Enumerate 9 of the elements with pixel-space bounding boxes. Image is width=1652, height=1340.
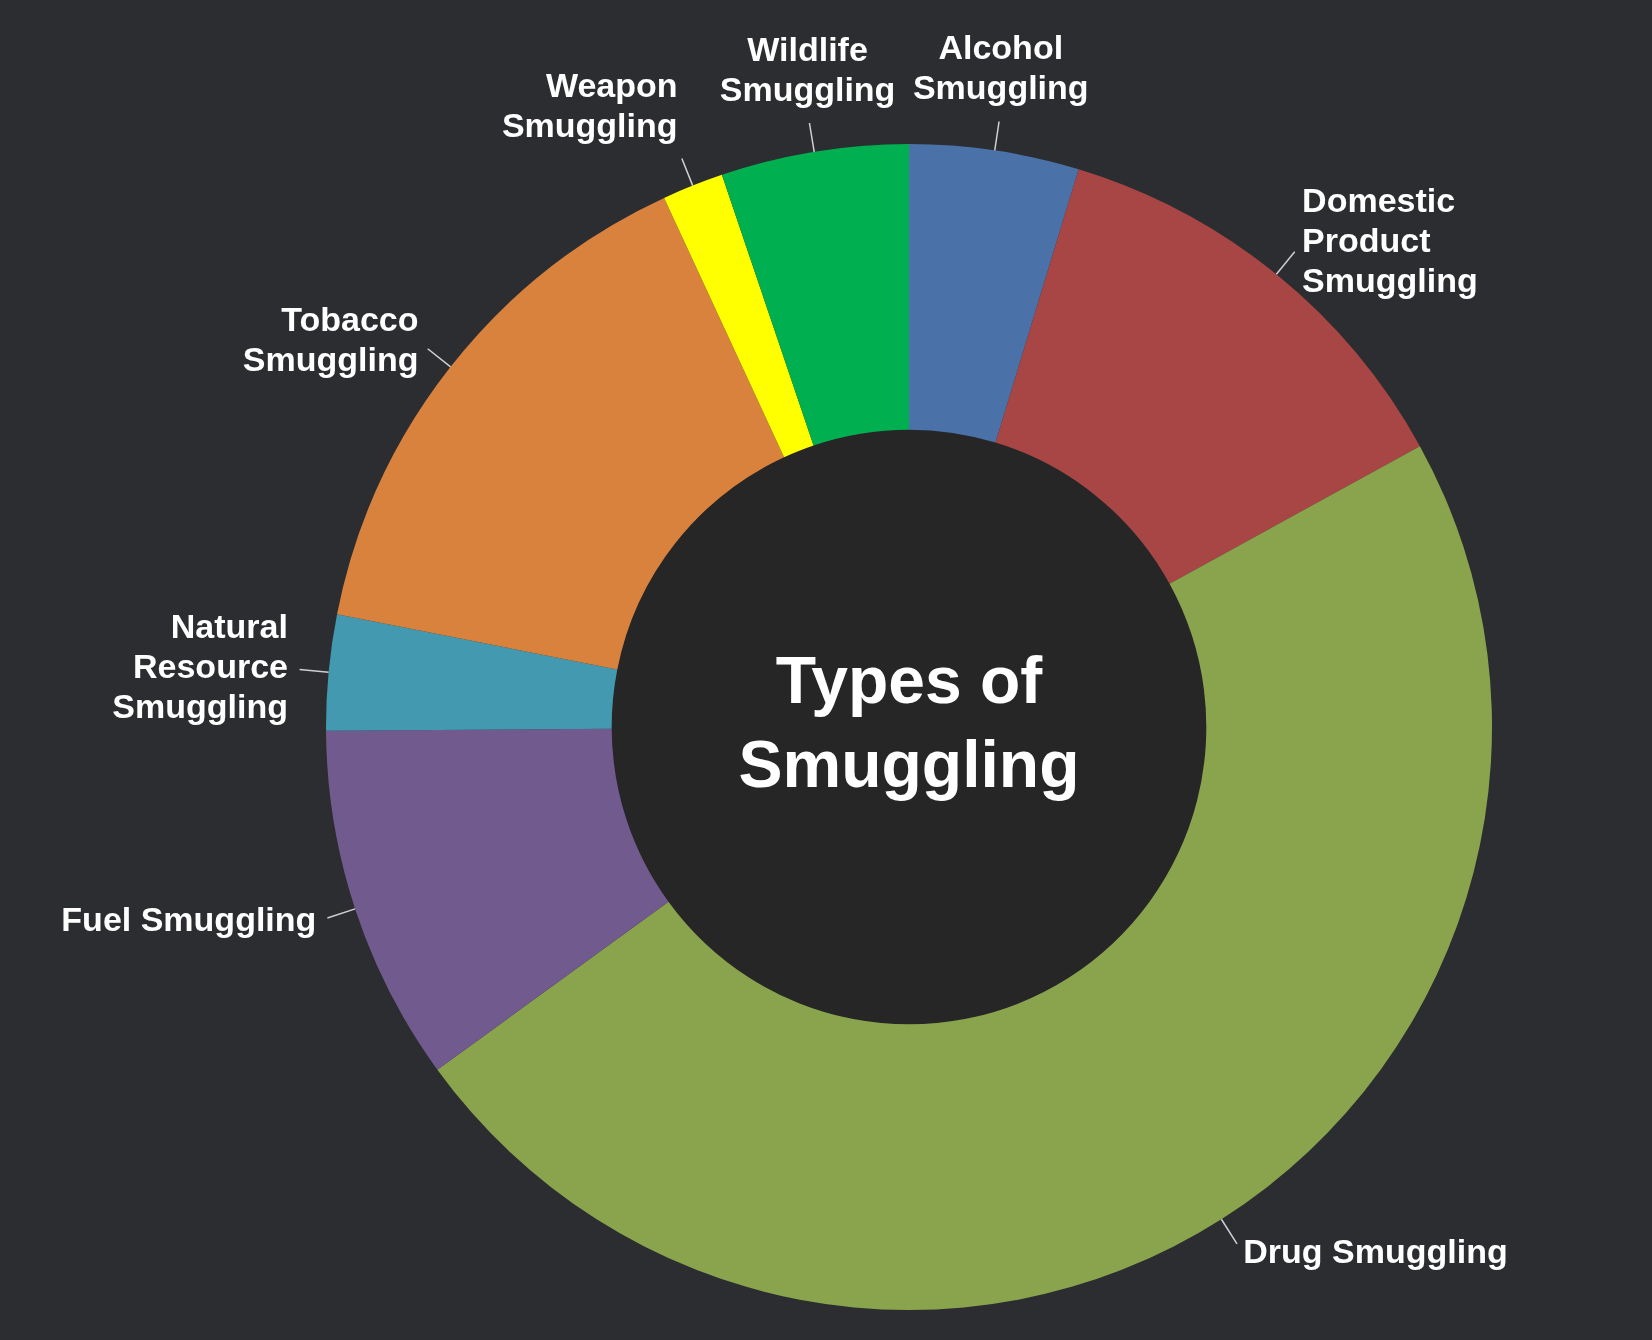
- slice-label: Tobacco Smuggling: [242, 299, 419, 378]
- slice-label: Natural Resource Smuggling: [112, 606, 288, 725]
- slice-label: Fuel Smuggling: [61, 900, 317, 939]
- slice-label: Domestic Product Smuggling: [1302, 180, 1478, 299]
- slice-label: Drug Smuggling: [1243, 1232, 1508, 1271]
- slice-label: Weapon Smuggling: [501, 66, 678, 145]
- text: Types of Smuggling: [738, 643, 1080, 802]
- slice-label: Wildlife Smuggling: [719, 29, 896, 108]
- slice-label: Alcohol Smuggling: [912, 28, 1089, 107]
